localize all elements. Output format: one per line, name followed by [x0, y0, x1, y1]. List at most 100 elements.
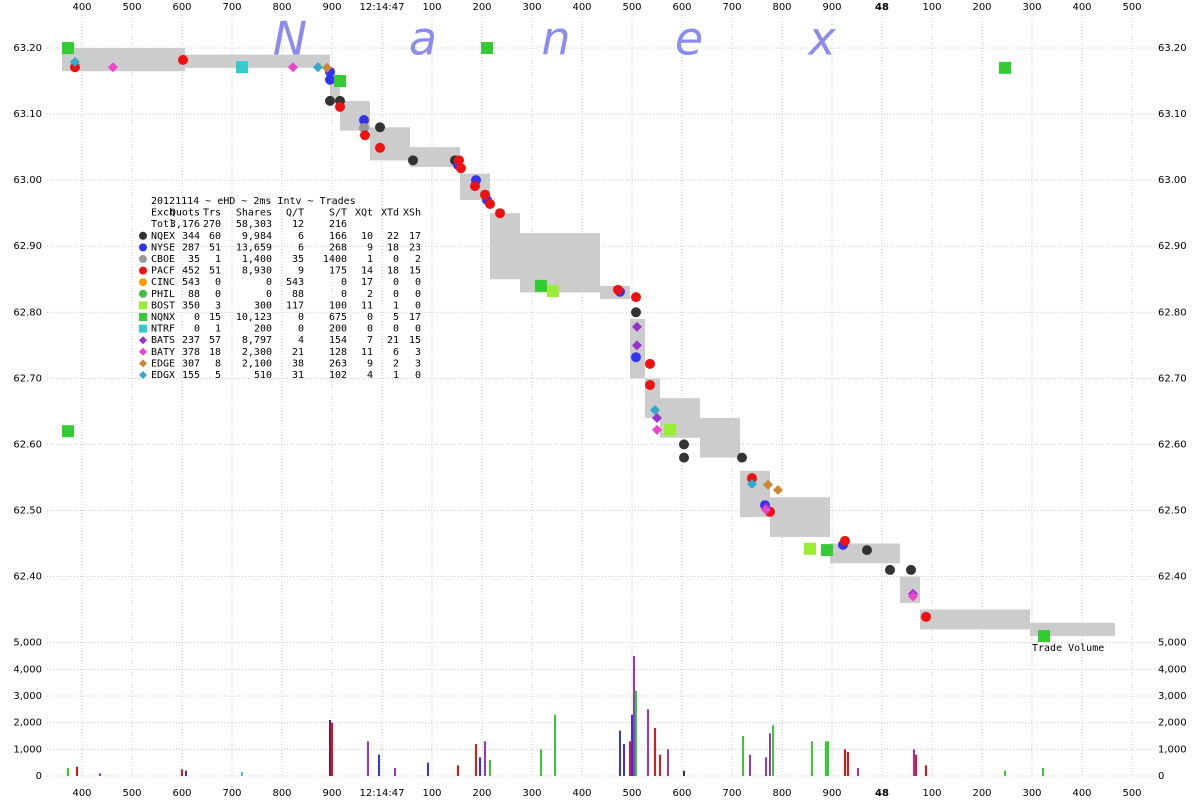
- x-tick-label: 500: [122, 2, 141, 13]
- legend-cell: 0: [415, 300, 421, 311]
- trade-marker: [885, 564, 895, 575]
- trade-marker: [178, 54, 188, 65]
- legend-cell: 51: [209, 242, 221, 253]
- volume-bar: [667, 749, 669, 776]
- x-tick-label: 400: [72, 2, 91, 13]
- legend-cell: 237: [182, 335, 200, 346]
- volume-bar: [633, 656, 635, 776]
- spread-segment: [490, 213, 520, 280]
- legend-cell: 8,930: [242, 266, 272, 277]
- trade-marker: [535, 279, 547, 292]
- legend-cell: 14: [361, 266, 373, 277]
- legend-cell: 31: [292, 370, 304, 381]
- trade-marker: [334, 75, 346, 88]
- volume-bar: [484, 741, 486, 776]
- watermark-letter: n: [541, 12, 570, 66]
- legend-cell: 5: [215, 370, 221, 381]
- legend-total-cell: 270: [203, 219, 221, 230]
- x-tick-label: 500: [622, 788, 641, 799]
- trade-marker: [359, 115, 369, 126]
- legend-cell: 6: [298, 242, 304, 253]
- legend-cell: 1: [367, 254, 373, 265]
- legend-cell: 0: [393, 254, 399, 265]
- spread-segment: [185, 54, 330, 68]
- legend-cell: 307: [182, 358, 200, 369]
- watermark-letter: e: [675, 12, 703, 66]
- legend-cell: 0: [367, 324, 373, 335]
- legend-name: BATY: [151, 347, 175, 358]
- x-tick-label: 300: [522, 788, 541, 799]
- legend-name: NTRF: [151, 324, 175, 335]
- volume-bar: [185, 770, 187, 776]
- trade-marker: [747, 473, 757, 484]
- axes: 40040050050060060070070080080090090012:1…: [13, 2, 1186, 799]
- legend-cell: 6: [393, 347, 399, 358]
- legend-cell: 17: [409, 312, 421, 323]
- volume-bar: [623, 744, 625, 776]
- trade-marker: [325, 95, 335, 106]
- legend-total-cell: 12: [292, 219, 304, 230]
- legend-cell: 7: [367, 335, 373, 346]
- legend-cell: 0: [266, 289, 272, 300]
- trade-marker: [108, 62, 118, 73]
- legend-cell: 17: [361, 277, 373, 288]
- trade-marker: [652, 412, 662, 423]
- legend-cell: 350: [182, 300, 200, 311]
- legend-cell: 11: [361, 300, 373, 311]
- legend-cell: 2,100: [242, 358, 272, 369]
- x-tick-label: 500: [622, 2, 641, 13]
- legend-cell: 0: [194, 312, 200, 323]
- legend-cell: 263: [329, 358, 347, 369]
- y-tick-label: 0: [1158, 771, 1164, 782]
- trade-markers: [62, 42, 1050, 642]
- legend-cell: 2: [367, 289, 373, 300]
- legend-total-cell: 3,176: [170, 219, 200, 230]
- legend-cell: 102: [329, 370, 347, 381]
- y-tick-label: 63.00: [13, 175, 42, 186]
- spread-segment: [370, 127, 410, 161]
- legend-cell: 100: [329, 300, 347, 311]
- trade-marker: [679, 452, 689, 463]
- legend-cell: 0: [367, 312, 373, 323]
- volume-bar: [619, 730, 621, 776]
- legend-cell: 15: [409, 335, 421, 346]
- legend-marker: [139, 266, 147, 275]
- volume-bar: [378, 754, 380, 776]
- legend-name: BATS: [151, 335, 175, 346]
- y-tick-label: 62.90: [1158, 241, 1187, 252]
- volume-bar: [825, 741, 827, 776]
- legend-cell: 3: [415, 358, 421, 369]
- y-tick-label: 62.40: [1158, 572, 1187, 583]
- x-tick-label: 700: [722, 788, 741, 799]
- volume-bar: [749, 754, 751, 776]
- legend-column: Shares: [236, 208, 272, 219]
- y-tick-label: 0: [36, 771, 42, 782]
- legend-cell: 9,984: [242, 231, 272, 242]
- x-tick-label: 200: [972, 788, 991, 799]
- volume-bar: [654, 728, 656, 776]
- legend-marker: [139, 324, 147, 333]
- volume-label: Trade Volume: [1032, 643, 1104, 654]
- watermark-letter: a: [409, 12, 437, 66]
- x-tick-label: 100: [422, 2, 441, 13]
- legend-title: 20121114 ~ eHD ~ 2ms Intv ~ Trades: [151, 196, 356, 207]
- x-tick-label: 400: [1072, 788, 1091, 799]
- volume-bar: [457, 765, 459, 776]
- x-tick-label: 900: [322, 788, 341, 799]
- legend-cell: 3: [415, 347, 421, 358]
- y-tick-label: 62.70: [13, 373, 42, 384]
- spread-segment: [520, 233, 600, 293]
- legend-cell: 0: [298, 324, 304, 335]
- x-tick-label: 200: [972, 2, 991, 13]
- legend-cell: 1: [215, 254, 221, 265]
- legend-cell: 0: [215, 277, 221, 288]
- volume-bar: [329, 720, 331, 776]
- legend-cell: 35: [292, 254, 304, 265]
- trade-marker: [236, 61, 248, 74]
- legend-cell: 9: [298, 266, 304, 277]
- trade-marker: [62, 42, 74, 55]
- legend-cell: 0: [298, 312, 304, 323]
- x-tick-label: 500: [122, 788, 141, 799]
- volume-bar: [181, 769, 183, 776]
- volume-bar: [475, 744, 477, 776]
